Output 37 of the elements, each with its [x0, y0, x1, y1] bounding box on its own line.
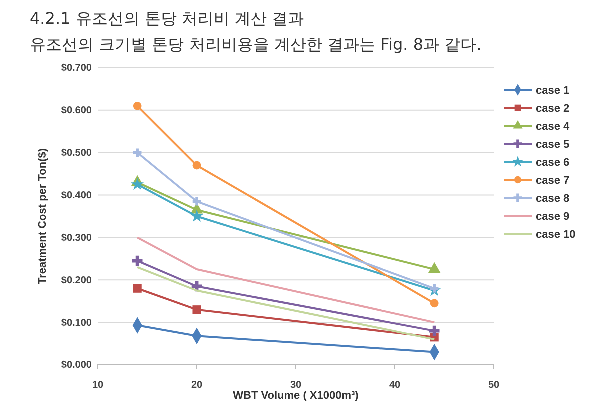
y-tick-label: $0.100 [61, 318, 92, 329]
x-tick-label: 30 [290, 380, 302, 391]
point [190, 210, 204, 222]
legend-label: case 4 [536, 120, 571, 133]
y-tick-label: $0.500 [61, 148, 92, 160]
legend-label: case 8 [536, 192, 570, 205]
x-tick-label: 50 [488, 380, 500, 391]
legend-label: case 10 [536, 228, 576, 241]
legend-label: case 7 [536, 174, 570, 187]
y-tick-label: $0.400 [61, 190, 92, 202]
y-tick-label: $0.600 [61, 106, 92, 117]
text: 유조선의 크기별 톤당 처리비용을 계산한 결과는 Fig. 8과 같다. [29, 34, 483, 56]
x-tick-label: 40 [389, 380, 401, 391]
legend-label: case 1 [536, 84, 570, 97]
point [133, 148, 142, 157]
x-tick-label: 10 [92, 380, 104, 391]
legend-label: case 2 [536, 102, 570, 115]
legend-label: case 6 [536, 156, 570, 169]
chart-title: 4.2.1 유조선의 톤당 처리비 계산 결과 [29, 8, 306, 30]
y-tick-label: $0.300 [61, 232, 92, 244]
point [133, 284, 142, 293]
y-tick-label: $0.200 [61, 275, 92, 286]
point [192, 198, 202, 206]
legend-label: case 5 [536, 138, 570, 151]
point [192, 161, 202, 170]
y-tick-label: $0.700 [61, 63, 92, 74]
y-axis-title: Treatment Cost per Ton($) [37, 148, 49, 285]
point [132, 256, 143, 266]
y-tick-label: $0.000 [61, 360, 92, 372]
point [430, 299, 439, 308]
x-tick-label: 20 [191, 380, 203, 391]
point [192, 306, 202, 314]
point [133, 102, 142, 110]
legend-label: case 9 [536, 210, 570, 223]
point [429, 326, 440, 336]
x-axis-title: WBT Volume ( X1000m³) [233, 390, 360, 402]
point [131, 178, 144, 190]
